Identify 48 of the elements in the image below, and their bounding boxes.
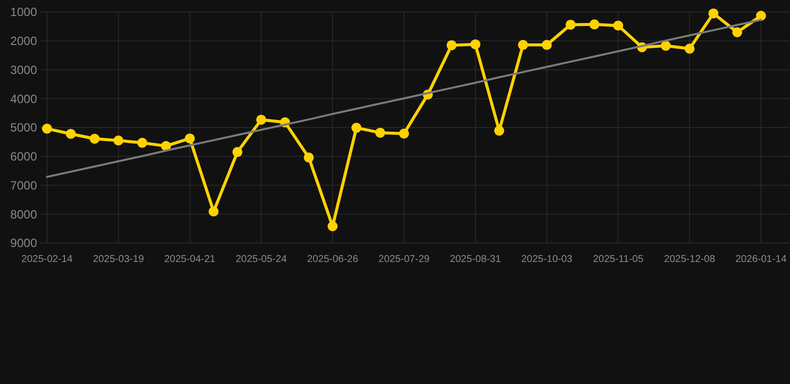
x-tick-label: 2025-11-05 [592,254,644,265]
y-tick-label: 3000 [10,62,38,77]
y-tick-label: 2000 [10,34,38,48]
point [470,39,480,50]
point [161,140,171,151]
point [42,124,52,134]
x-tick-label: 2025-03-19 [92,254,144,265]
point [113,135,124,146]
x-tick-label: 2025-07-29 [378,254,430,265]
point [708,8,718,18]
point [304,152,314,163]
x-tick-label: 2026-01-14 [735,254,788,265]
point [542,40,552,50]
point [399,128,409,139]
point [613,20,624,31]
point [256,114,266,125]
point [566,20,576,30]
point [137,138,148,148]
point [208,206,219,217]
point [351,122,362,133]
x-tick-label: 2025-04-21 [164,254,216,265]
x-tick-label: 2025-08-31 [450,254,502,265]
x-tick-label: 2025-10-03 [521,254,573,265]
point [232,147,242,158]
y-tick-label: 7000 [10,178,38,192]
point [518,40,528,50]
x-tick-label: 2025-06-26 [307,254,359,265]
point [589,19,600,30]
point [732,27,742,38]
y-tick-label: 9000 [10,236,38,250]
y-tick-label: 4000 [10,92,38,106]
point [684,44,695,54]
x-tick-label: 2025-05-24 [236,254,288,265]
point [756,10,766,21]
point [660,40,671,51]
x-tick-label: 2025-02-14 [21,254,74,265]
y-tick-label: 1000 [10,5,38,20]
point [328,221,338,232]
point [494,126,504,136]
point [90,134,100,144]
point [446,40,457,50]
y-tick-label: 5000 [10,120,38,135]
y-tick-label: 8000 [10,207,38,222]
point [375,128,386,138]
point [184,133,195,144]
y-tick-label: 6000 [10,150,38,164]
x-tick-label: 2025-12-08 [664,254,716,265]
point [66,128,76,139]
